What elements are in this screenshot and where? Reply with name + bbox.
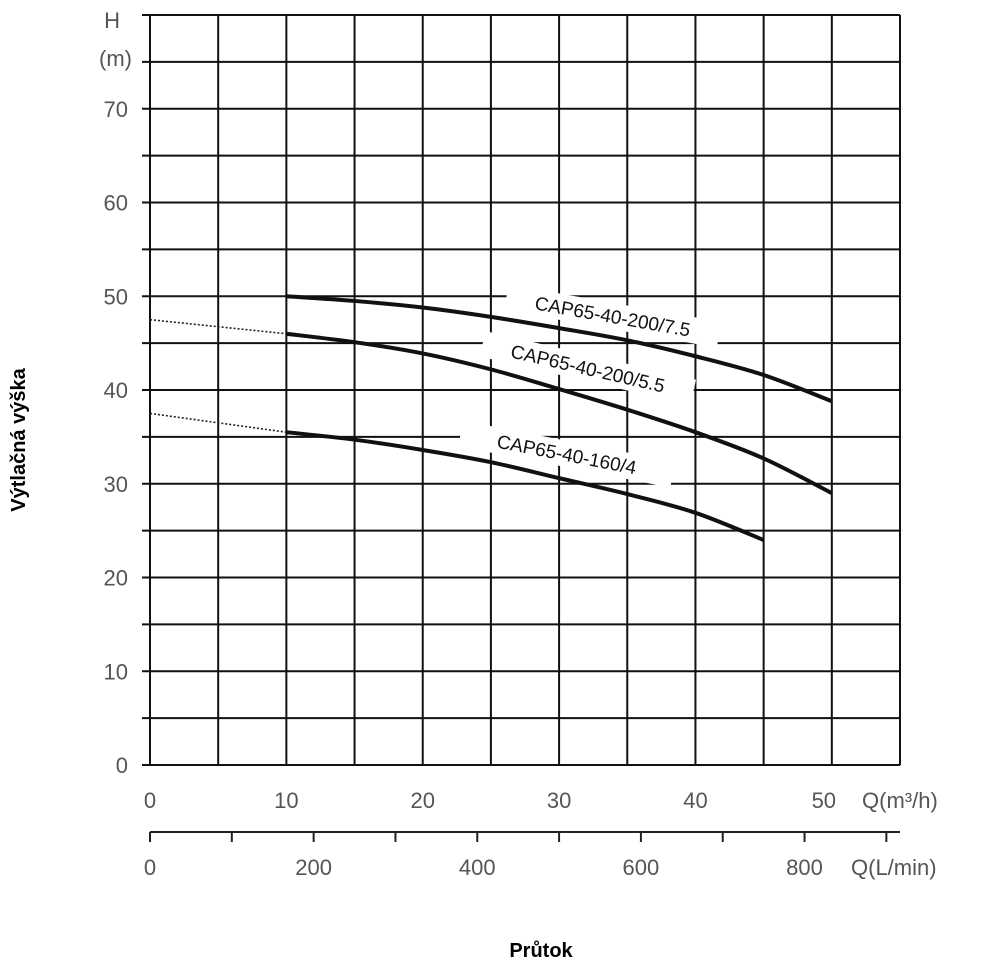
- y-axis-title: Výtlačná výška: [8, 367, 30, 511]
- curve-labels: CAP65-40-200/7.5CAP65-40-200/5.5CAP65-40…: [458, 284, 722, 488]
- y-tick-label: 40: [104, 378, 128, 403]
- y-tick-label: 0: [116, 753, 128, 778]
- x2-tick-label: 800: [786, 855, 823, 880]
- curve-label-background: [479, 331, 697, 406]
- x-tick-label: 10: [274, 788, 298, 813]
- curve-label-background: [504, 284, 722, 348]
- curve-label: CAP65-40-200/7.5: [533, 294, 692, 342]
- curve-extrapolated-CAP65-40-160/4: [149, 412, 287, 433]
- y-unit-h: H: [104, 8, 120, 33]
- x-axis-title: Průtok: [509, 940, 573, 962]
- x2-axis: 0 200 400 600 800: [144, 831, 900, 880]
- x-unit-label: Q(m³/h): [862, 788, 938, 813]
- x-tick-label: 20: [410, 788, 434, 813]
- x-tick-label: 40: [683, 788, 707, 813]
- y-ticks: 0 10 20 30 40 50 60 70: [104, 97, 128, 778]
- x-tick-label: 0: [144, 788, 156, 813]
- x2-tick-label: 600: [623, 855, 660, 880]
- x2-unit-label: Q(L/min): [851, 855, 937, 880]
- y-tick-label: 50: [104, 284, 128, 309]
- curves: [149, 294, 833, 542]
- curve-CAP65-40-200/7.5: [286, 294, 833, 404]
- y-tick-label: 20: [104, 566, 128, 591]
- y-tick-label: 30: [104, 472, 128, 497]
- x-tick-label: 30: [547, 788, 571, 813]
- x-tick-label: 50: [812, 788, 836, 813]
- x2-tick-label: 400: [459, 855, 496, 880]
- y-tick-label: 10: [104, 659, 128, 684]
- curve-extrapolated-CAP65-40-200/5.5: [149, 318, 287, 335]
- x-ticks: 0 10 20 30 40 50: [144, 788, 836, 813]
- x2-tick-label: 200: [295, 855, 332, 880]
- curve-label: CAP65-40-160/4: [495, 432, 638, 480]
- grid: [142, 14, 901, 766]
- curve-label-background: [458, 420, 676, 488]
- x2-tick-label: 0: [144, 855, 156, 880]
- curve-CAP65-40-200/5.5: [286, 331, 833, 495]
- y-tick-label: 60: [104, 191, 128, 216]
- curve-CAP65-40-160/4: [286, 430, 765, 542]
- y-tick-label: 70: [104, 97, 128, 122]
- y-unit-m: (m): [99, 46, 132, 71]
